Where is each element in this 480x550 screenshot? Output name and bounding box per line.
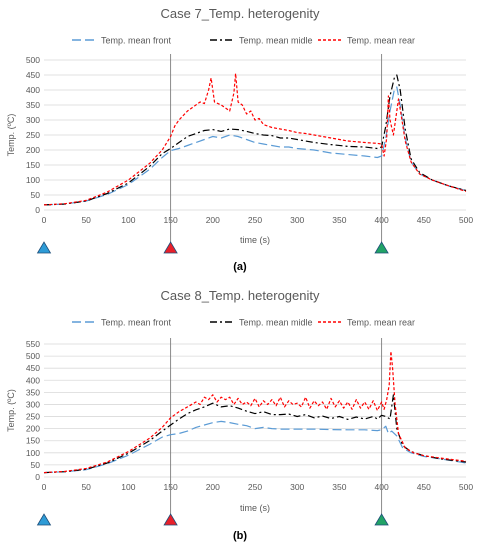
legend-entry: Temp. mean rear [347,36,415,46]
y-tick-label: 250 [26,412,40,422]
x-tick-label: 200 [206,215,220,225]
x-tick-label: 250 [248,482,262,492]
x-tick-label: 450 [417,482,431,492]
panel-label: (b) [233,530,247,542]
triangle-marker-blue [36,241,52,254]
x-tick-label: 0 [42,215,47,225]
y-tick-label: 0 [35,205,40,215]
y-axis-label: Temp. (ºC) [6,389,16,432]
chart-title: Case 7_Temp. heterogenity [161,6,320,21]
x-tick-label: 100 [121,482,135,492]
y-tick-label: 300 [26,115,40,125]
y-tick-label: 0 [35,472,40,482]
y-tick-label: 450 [26,363,40,373]
y-tick-label: 50 [31,190,41,200]
y-tick-label: 400 [26,375,40,385]
x-tick-label: 100 [121,215,135,225]
y-tick-label: 100 [26,448,40,458]
legend-entry: Temp. mean midle [239,318,313,328]
legend-entry: Temp. mean front [101,318,172,328]
series-line-long-dash [43,86,467,206]
x-tick-label: 200 [206,482,220,492]
x-tick-label: 250 [248,215,262,225]
y-tick-label: 200 [26,145,40,155]
triangle-marker-green [374,241,389,254]
y-tick-label: 150 [26,436,40,446]
series-line-dash-dot [43,394,467,474]
series-line-dash-dot [43,74,467,206]
x-tick-label: 0 [42,482,47,492]
x-tick-label: 500 [459,215,473,225]
series-line-short-dash [43,72,467,206]
y-tick-label: 500 [26,55,40,65]
y-axis-label: Temp. (ºC) [6,114,16,157]
y-tick-label: 450 [26,70,40,80]
chart-title: Case 8_Temp. heterogenity [161,288,320,303]
triangle-marker-red [163,241,178,254]
y-tick-label: 350 [26,387,40,397]
y-tick-label: 500 [26,351,40,361]
x-tick-label: 300 [290,482,304,492]
x-tick-label: 350 [332,482,346,492]
x-axis-label: time (s) [240,503,270,513]
x-axis-label: time (s) [240,235,270,245]
y-tick-label: 200 [26,424,40,434]
y-tick-label: 400 [26,85,40,95]
x-tick-label: 350 [332,215,346,225]
y-tick-label: 300 [26,399,40,409]
triangle-marker-green [374,513,389,526]
y-tick-label: 350 [26,100,40,110]
y-tick-label: 250 [26,130,40,140]
legend-entry: Temp. mean rear [347,318,415,328]
panel-label: (a) [233,261,247,273]
chart-panel-a: Case 7_Temp. heterogenity Temp. mean fron… [6,6,473,273]
x-tick-label: 450 [417,215,431,225]
x-tick-label: 500 [459,482,473,492]
chart-panel-b: Case 8_Temp. heterogenity Temp. mean fron… [6,288,473,542]
y-tick-label: 50 [31,460,41,470]
legend-entry: Temp. mean midle [239,36,313,46]
series-line-short-dash [43,350,467,474]
x-tick-label: 50 [81,482,91,492]
y-tick-label: 550 [26,339,40,349]
series-line-long-dash [43,420,467,474]
x-tick-label: 50 [81,215,91,225]
triangle-marker-red [163,513,178,526]
x-tick-label: 300 [290,215,304,225]
triangle-marker-blue [36,513,52,526]
legend-entry: Temp. mean front [101,36,172,46]
y-tick-label: 150 [26,160,40,170]
y-tick-label: 100 [26,175,40,185]
